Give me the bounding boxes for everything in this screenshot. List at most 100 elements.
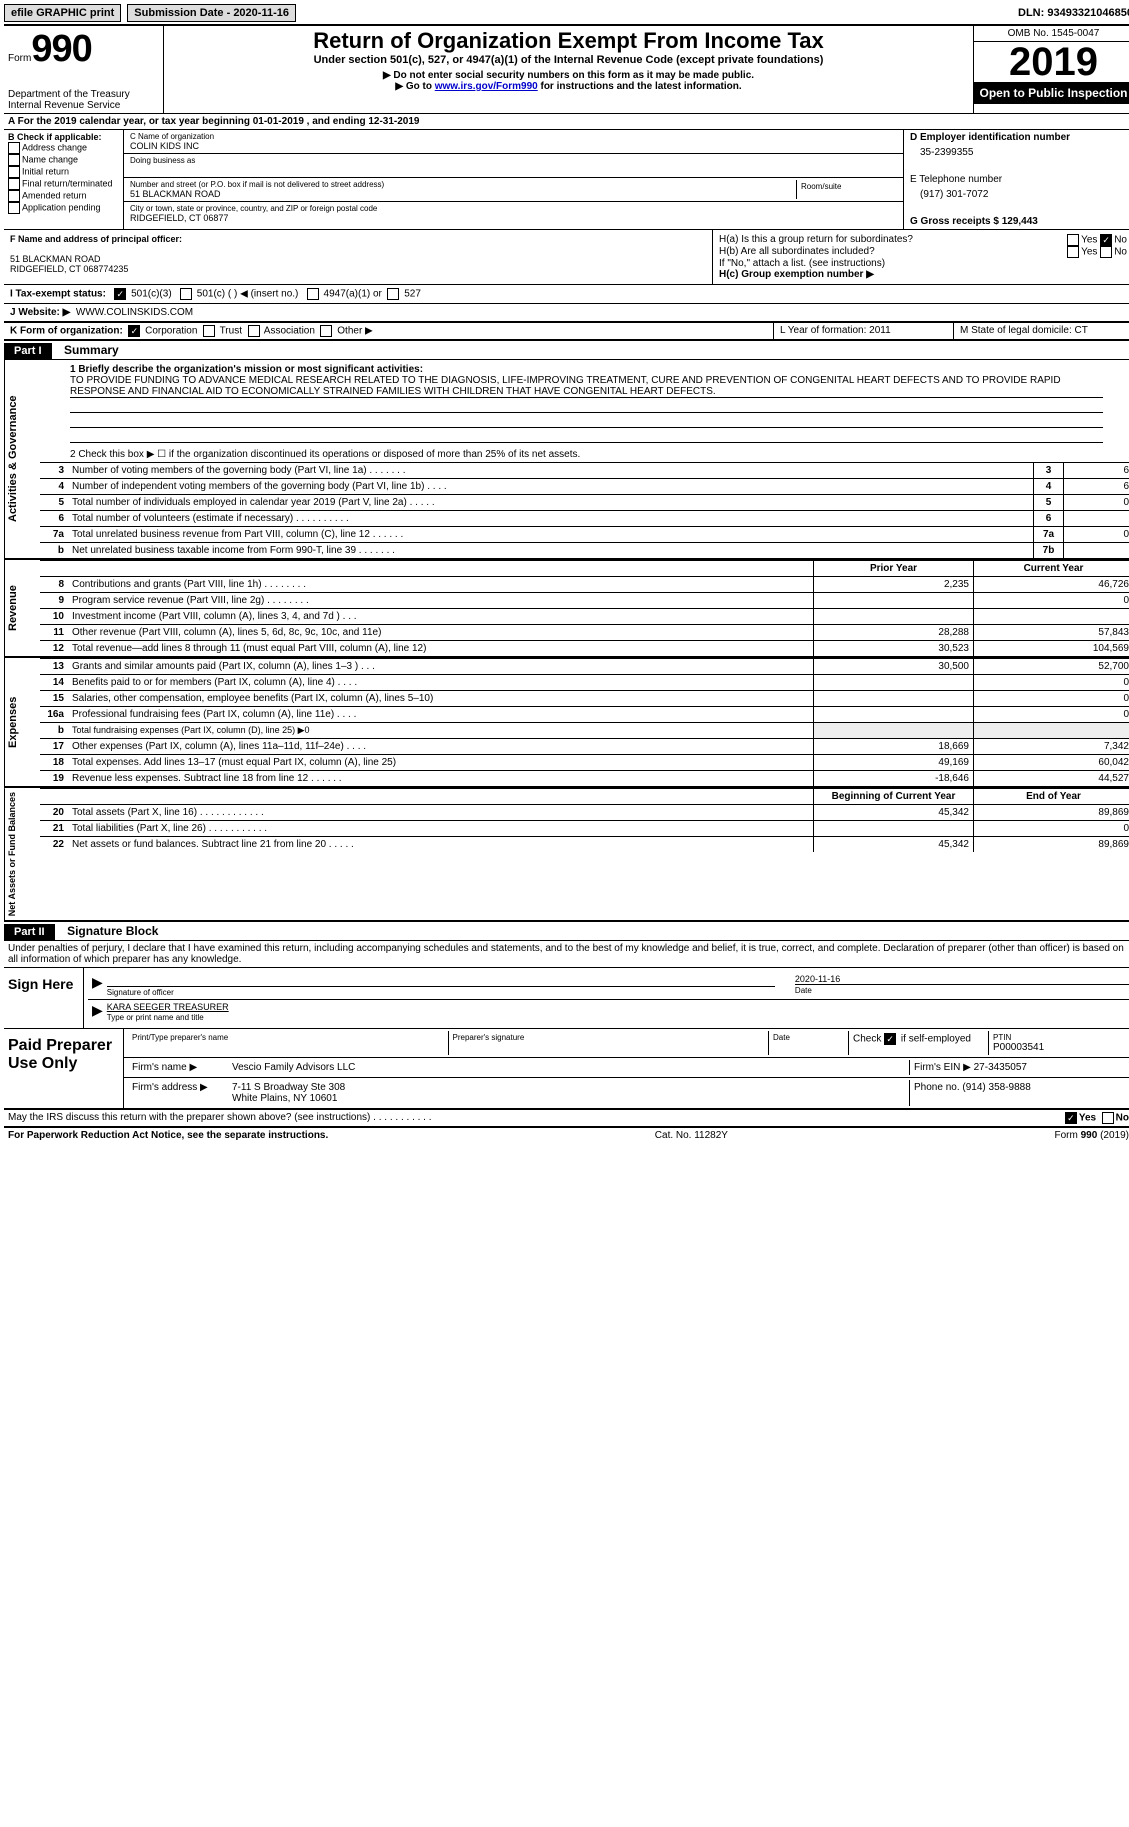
hb-note: If "No," attach a list. (see instruction… — [719, 258, 1127, 269]
side-netassets: Net Assets or Fund Balances — [4, 788, 40, 920]
efile-button[interactable]: efile GRAPHIC print — [4, 4, 121, 22]
state-domicile: M State of legal domicile: CT — [953, 323, 1129, 339]
side-governance: Activities & Governance — [4, 360, 40, 558]
chk-527[interactable] — [387, 288, 399, 300]
officer-addr1: 51 BLACKMAN ROAD — [10, 254, 706, 264]
e13-prior: 30,500 — [813, 659, 973, 674]
irs-link[interactable]: www.irs.gov/Form990 — [435, 81, 538, 92]
officer-group-block: F Name and address of principal officer:… — [4, 230, 1129, 285]
chk-other[interactable] — [320, 325, 332, 337]
form-note1: ▶ Do not enter social security numbers o… — [172, 70, 965, 81]
chk-discuss-yes[interactable]: ✓ — [1065, 1112, 1077, 1124]
firm-name: Vescio Family Advisors LLC — [228, 1060, 909, 1075]
sign-block: Sign Here ▶ Signature of officer 2020-11… — [4, 967, 1129, 1028]
chk-self-employed[interactable]: ✓ — [884, 1033, 896, 1045]
ein-label: D Employer identification number — [910, 132, 1127, 143]
chk-name-change[interactable] — [8, 154, 20, 166]
officer-label: F Name and address of principal officer: — [10, 234, 706, 244]
part1-header: Part I Summary — [4, 339, 1129, 360]
website-row: J Website: ▶ WWW.COLINSKIDS.COM — [4, 304, 1129, 322]
e16a-current: 0 — [973, 707, 1129, 722]
chk-501c3[interactable]: ✓ — [114, 288, 126, 300]
chk-4947[interactable] — [307, 288, 319, 300]
phone-value: (917) 301-7072 — [920, 189, 1127, 200]
period-row: A For the 2019 calendar year, or tax yea… — [4, 113, 1129, 130]
top-bar: efile GRAPHIC print Submission Date - 20… — [4, 4, 1129, 22]
chk-corp[interactable]: ✓ — [128, 325, 140, 337]
room-label: Room/suite — [801, 182, 893, 191]
r8-current: 46,726 — [973, 577, 1129, 592]
ha-label: H(a) Is this a group return for subordin… — [719, 234, 913, 246]
sign-here-label: Sign Here — [4, 968, 84, 1028]
ein-value: 35-2399355 — [920, 147, 1127, 158]
footer-mid: Cat. No. 11282Y — [655, 1130, 728, 1141]
r8-prior: 2,235 — [813, 577, 973, 592]
e14-current: 0 — [973, 675, 1129, 690]
chk-hb-no[interactable] — [1100, 246, 1112, 258]
r9-current: 0 — [973, 593, 1129, 608]
year-formation: L Year of formation: 2011 — [773, 323, 953, 339]
e19-prior: -18,646 — [813, 771, 973, 786]
val-7a: 0 — [1063, 527, 1129, 542]
chk-trust[interactable] — [203, 325, 215, 337]
val-4: 6 — [1063, 479, 1129, 494]
form-number: 990 — [31, 28, 91, 70]
form-word: Form — [8, 53, 31, 64]
tax-year: 2019 — [974, 42, 1129, 82]
phone-label: E Telephone number — [910, 174, 1127, 185]
netassets-section: Net Assets or Fund Balances Beginning of… — [4, 786, 1129, 920]
arrow-icon: ▶ — [92, 974, 103, 997]
firm-ein: 27-3435057 — [974, 1062, 1027, 1073]
chk-ha-no[interactable]: ✓ — [1100, 234, 1112, 246]
form-header: Form990 Department of the Treasury Inter… — [4, 24, 1129, 113]
n21-end: 0 — [973, 821, 1129, 836]
firm-phone: (914) 358-9888 — [962, 1082, 1030, 1093]
website-value: WWW.COLINSKIDS.COM — [76, 307, 193, 318]
part2-header: Part II Signature Block — [4, 920, 1129, 941]
officer-name: KARA SEEGER TREASURER — [107, 1002, 1129, 1012]
chk-application[interactable] — [8, 202, 20, 214]
val-5: 0 — [1063, 495, 1129, 510]
r11-prior: 28,288 — [813, 625, 973, 640]
note2-post: for instructions and the latest informat… — [538, 81, 742, 92]
form-title: Return of Organization Exempt From Incom… — [172, 28, 965, 54]
org-address: 51 BLACKMAN ROAD — [130, 189, 796, 199]
firm-addr2: White Plains, NY 10601 — [232, 1093, 337, 1104]
begin-year-header: Beginning of Current Year — [813, 789, 973, 804]
chk-initial-return[interactable] — [8, 166, 20, 178]
chk-501c[interactable] — [180, 288, 192, 300]
chk-amended[interactable] — [8, 190, 20, 202]
note2-pre: ▶ Go to — [395, 81, 434, 92]
n22-end: 89,869 — [973, 837, 1129, 852]
current-year-header: Current Year — [973, 561, 1129, 576]
city-label: City or town, state or province, country… — [130, 204, 897, 213]
chk-address-change[interactable] — [8, 142, 20, 154]
preparer-label: Paid Preparer Use Only — [4, 1029, 124, 1108]
prior-year-header: Prior Year — [813, 561, 973, 576]
e15-current: 0 — [973, 691, 1129, 706]
n20-begin: 45,342 — [813, 805, 973, 820]
val-3: 6 — [1063, 463, 1129, 478]
e18-current: 60,042 — [973, 755, 1129, 770]
hb-label: H(b) Are all subordinates included? — [719, 246, 875, 258]
sign-date: 2020-11-16 — [795, 974, 1129, 984]
side-revenue: Revenue — [4, 560, 40, 656]
klm-row: K Form of organization: ✓ Corporation Tr… — [4, 322, 1129, 339]
dba-label: Doing business as — [130, 156, 897, 165]
chk-final-return[interactable] — [8, 178, 20, 190]
block-b-label: B Check if applicable: — [8, 132, 119, 142]
form-subtitle: Under section 501(c), 527, or 4947(a)(1)… — [172, 54, 965, 66]
chk-assoc[interactable] — [248, 325, 260, 337]
r12-prior: 30,523 — [813, 641, 973, 656]
org-city: RIDGEFIELD, CT 06877 — [130, 213, 897, 223]
line1-label: 1 Briefly describe the organization's mi… — [70, 364, 1103, 375]
chk-discuss-no[interactable] — [1102, 1112, 1114, 1124]
firm-addr1: 7-11 S Broadway Ste 308 — [232, 1082, 345, 1093]
preparer-block: Paid Preparer Use Only Print/Type prepar… — [4, 1028, 1129, 1110]
chk-hb-yes[interactable] — [1067, 246, 1079, 258]
page-footer: For Paperwork Reduction Act Notice, see … — [4, 1128, 1129, 1143]
org-name: COLIN KIDS INC — [130, 141, 897, 151]
chk-ha-yes[interactable] — [1067, 234, 1079, 246]
n22-begin: 45,342 — [813, 837, 973, 852]
entity-block: B Check if applicable: Address change Na… — [4, 130, 1129, 230]
